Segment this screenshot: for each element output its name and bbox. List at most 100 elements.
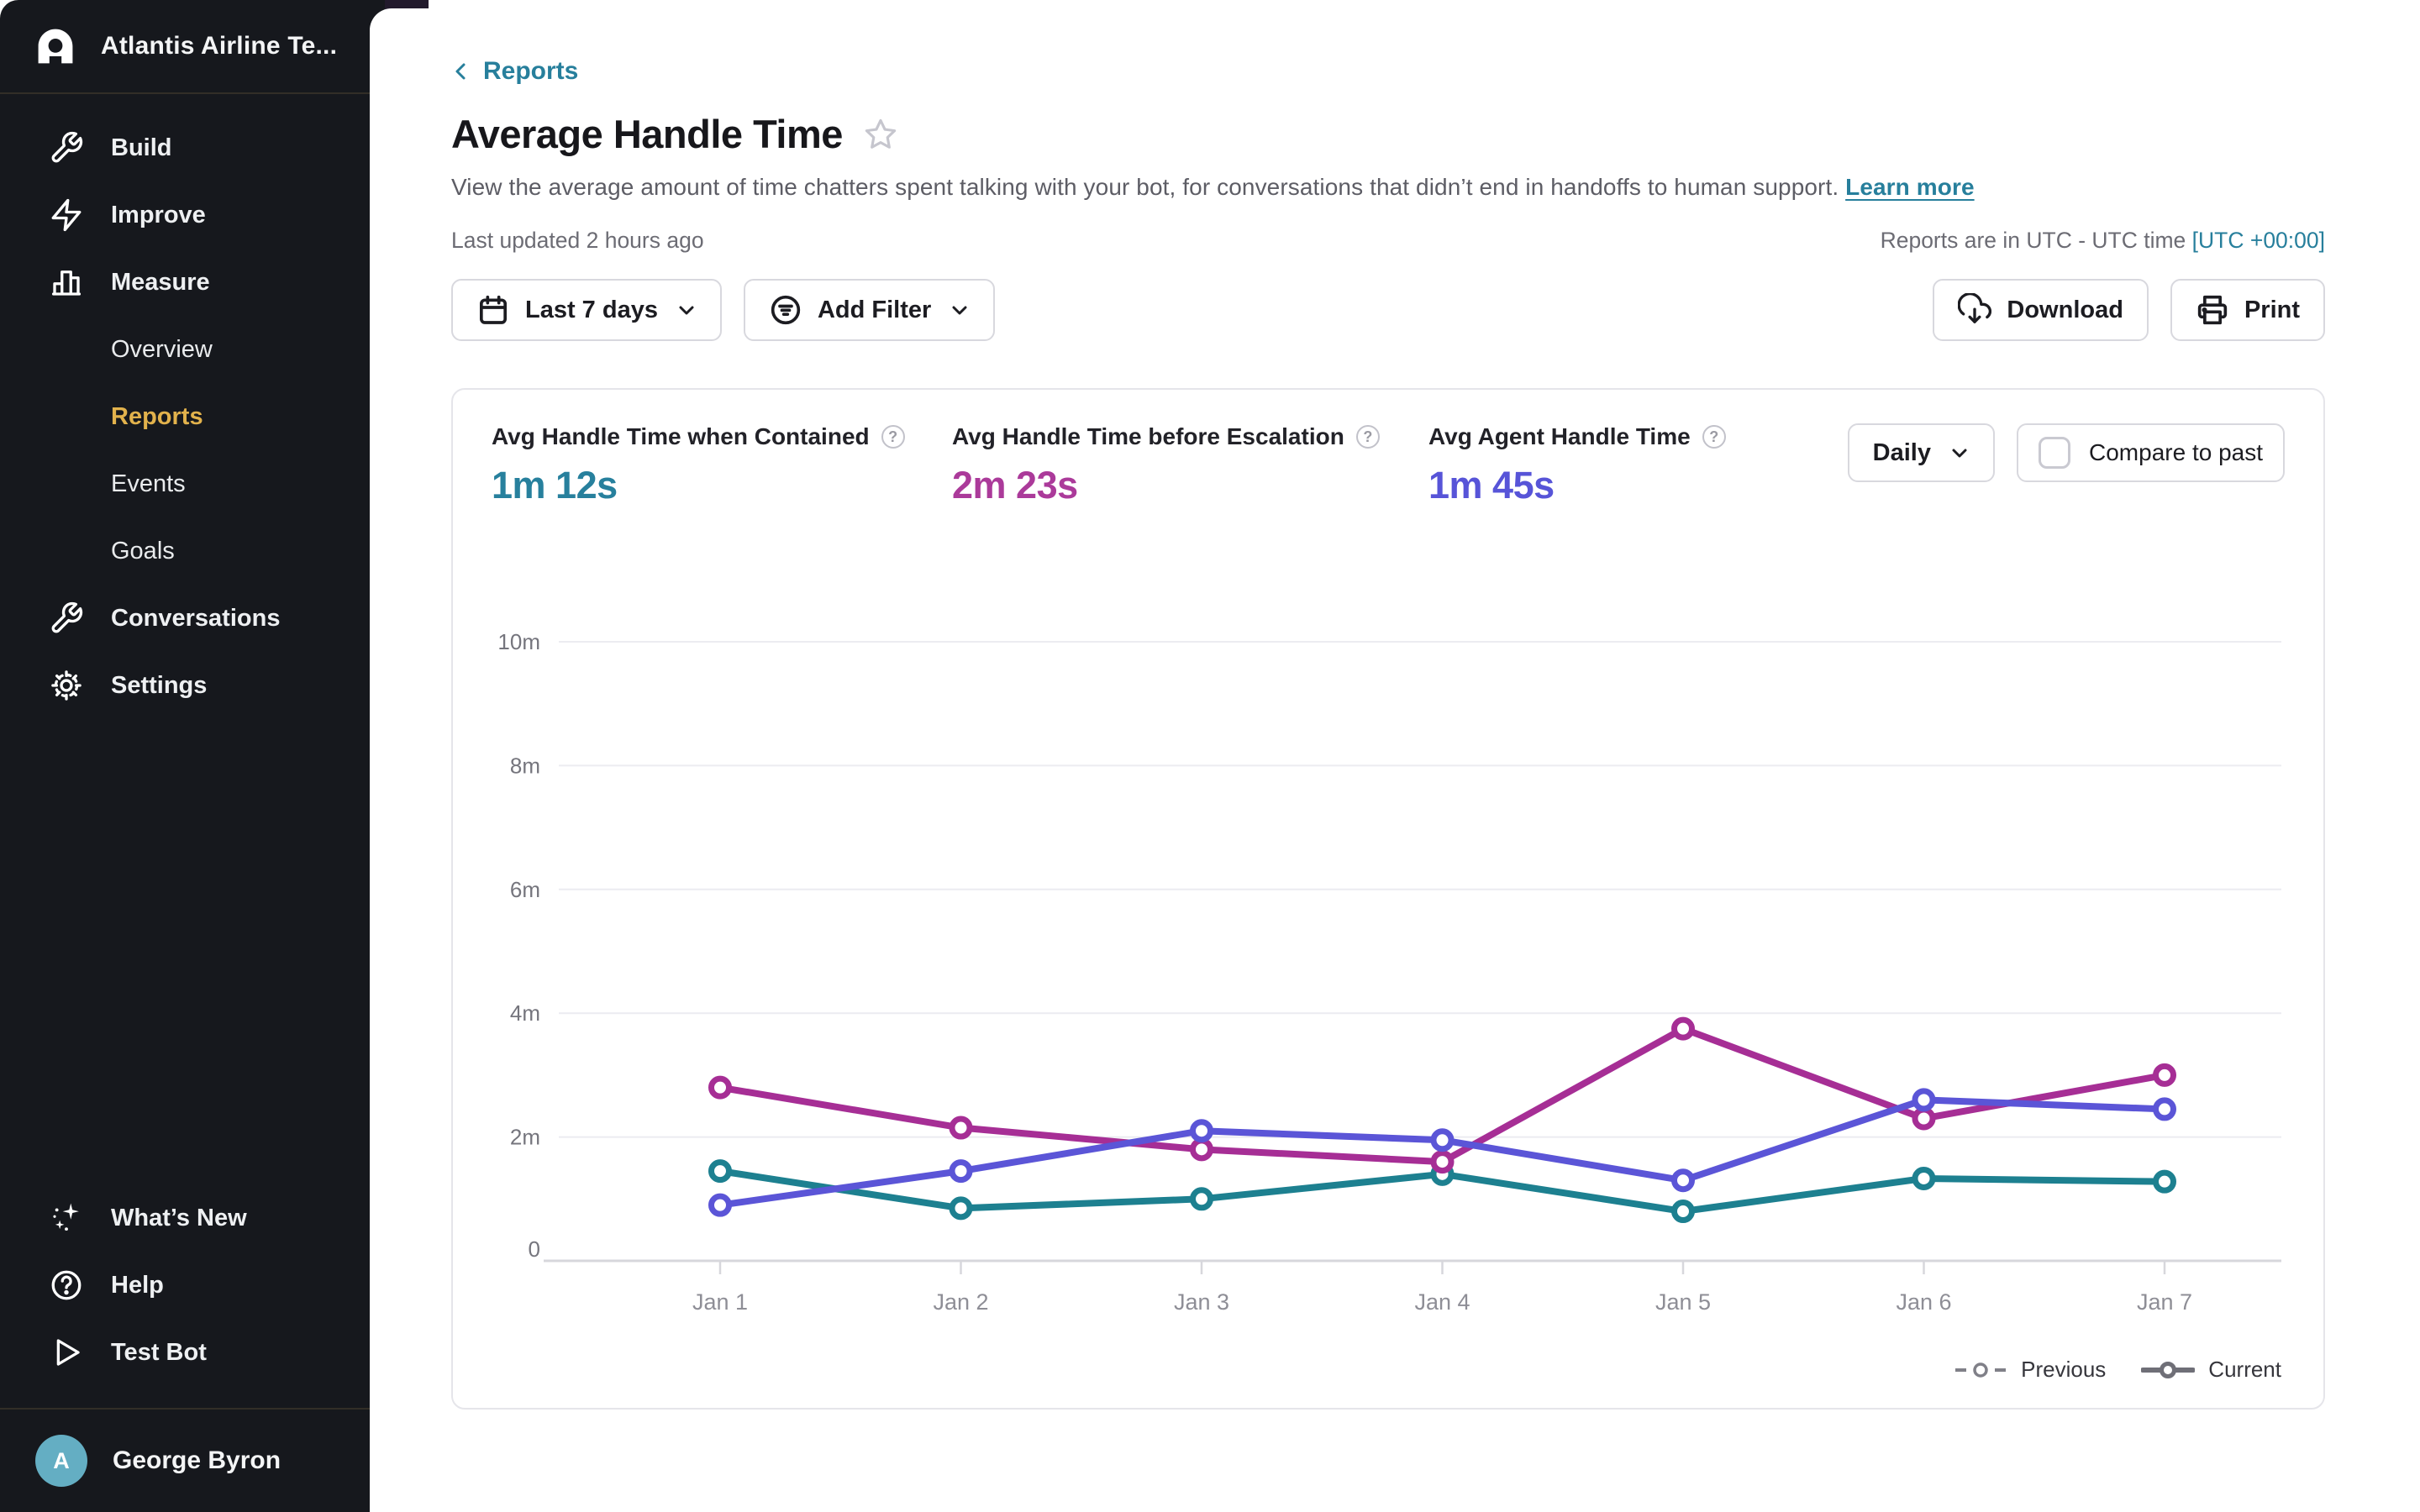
help-circle-icon xyxy=(47,1266,86,1305)
sidebar-footer: What’s New Help Test Bot A George Byron xyxy=(0,1184,385,1512)
interval-select[interactable]: Daily xyxy=(1847,423,1995,482)
print-label: Print xyxy=(2244,296,2300,323)
compare-to-past-toggle[interactable]: Compare to past xyxy=(2017,423,2285,482)
line-chart: 10m 8m 6m 4m 2m 0 Jan 1 Jan 2 Jan 3 Jan 4 Jan 5 Jan… xyxy=(497,629,2281,1315)
help-icon[interactable]: ? xyxy=(1355,425,1380,449)
svg-text:10m: 10m xyxy=(497,629,540,654)
timezone-link[interactable]: [UTC +00:00] xyxy=(2191,228,2325,253)
chevron-left-icon xyxy=(455,63,466,80)
gear-icon xyxy=(47,666,86,705)
stat-value: 1m 12s xyxy=(492,464,618,507)
main-panel: Reports Average Handle Time View the ave… xyxy=(370,8,2420,1512)
workspace-name: Atlantis Airline Te... xyxy=(101,32,338,60)
play-icon xyxy=(47,1333,86,1372)
sidebar-item-label: What’s New xyxy=(111,1204,247,1231)
description-text: View the average amount of time chatters… xyxy=(451,174,1839,200)
svg-text:Jan 5: Jan 5 xyxy=(1655,1289,1711,1315)
interval-label: Daily xyxy=(1872,438,1931,466)
sidebar-item-measure[interactable]: Measure xyxy=(0,249,385,316)
user-name: George Byron xyxy=(113,1446,281,1474)
svg-text:Jan 4: Jan 4 xyxy=(1414,1289,1470,1315)
svg-text:Jan 1: Jan 1 xyxy=(692,1289,748,1315)
chevron-down-icon xyxy=(1952,449,1967,458)
add-filter-button[interactable]: Add Filter xyxy=(743,279,996,341)
stat-value: 1m 45s xyxy=(1428,464,1555,507)
sidebar-nav: Build Improve Measure Overview Reports E… xyxy=(0,94,385,719)
legend-current: Current xyxy=(2141,1357,2281,1383)
back-to-reports-link[interactable]: Reports xyxy=(451,57,578,86)
bar-chart-icon xyxy=(47,263,86,302)
svg-text:0: 0 xyxy=(529,1236,540,1262)
print-button[interactable]: Print xyxy=(2170,279,2325,341)
sidebar-item-label: Build xyxy=(111,134,172,161)
sidebar-item-improve[interactable]: Improve xyxy=(0,181,385,249)
sidebar-item-help[interactable]: Help xyxy=(0,1252,385,1319)
avatar: A xyxy=(35,1435,87,1487)
legend-label: Current xyxy=(2208,1357,2281,1382)
stat-label: Avg Handle Time before Escalation xyxy=(952,423,1344,449)
svg-text:8m: 8m xyxy=(510,753,540,778)
sidebar-item-whats-new[interactable]: What’s New xyxy=(0,1184,385,1252)
sidebar-item-reports[interactable]: Reports xyxy=(0,383,385,450)
back-link-label: Reports xyxy=(483,57,579,85)
sidebar: Atlantis Airline Te... Build Improve Mea… xyxy=(0,0,385,1512)
report-card: Avg Handle Time when Contained ? 1m 12s … xyxy=(451,388,2325,1410)
help-icon[interactable]: ? xyxy=(1702,425,1726,449)
stat-contained: Avg Handle Time when Contained ? 1m 12s xyxy=(492,423,952,507)
learn-more-link[interactable]: Learn more xyxy=(1845,174,1975,200)
sparkles-icon xyxy=(47,1199,86,1237)
svg-text:2m: 2m xyxy=(510,1125,540,1150)
sidebar-item-events[interactable]: Events xyxy=(0,450,385,517)
sidebar-item-label: Overview xyxy=(111,335,213,363)
compare-checkbox[interactable] xyxy=(2039,437,2070,469)
printer-icon xyxy=(2197,295,2228,325)
help-icon[interactable]: ? xyxy=(881,425,905,449)
sidebar-item-test-bot[interactable]: Test Bot xyxy=(0,1319,385,1386)
download-cloud-icon xyxy=(1958,293,1992,323)
sidebar-divider xyxy=(0,1408,385,1410)
ada-logo-icon xyxy=(38,29,73,64)
sidebar-item-label: Measure xyxy=(111,268,210,296)
stat-label: Avg Agent Handle Time xyxy=(1428,423,1691,449)
timezone-text: Reports are in UTC - UTC time xyxy=(1880,228,2186,253)
svg-text:Jan 2: Jan 2 xyxy=(933,1289,988,1315)
sidebar-item-goals[interactable]: Goals xyxy=(0,517,385,585)
lightning-icon xyxy=(47,196,86,234)
last-updated-text: Last updated 2 hours ago xyxy=(451,228,704,253)
sidebar-item-label: Conversations xyxy=(111,604,281,632)
download-label: Download xyxy=(2007,296,2123,323)
user-menu[interactable]: A George Byron xyxy=(0,1410,385,1512)
stat-value: 2m 23s xyxy=(952,464,1078,507)
page-title: Average Handle Time xyxy=(451,112,843,156)
sidebar-item-build[interactable]: Build xyxy=(0,114,385,181)
sidebar-item-settings[interactable]: Settings xyxy=(0,652,385,719)
sidebar-item-label: Help xyxy=(111,1271,164,1299)
page-description: View the average amount of time chatters… xyxy=(451,174,2325,201)
stat-escalation: Avg Handle Time before Escalation ? 2m 2… xyxy=(952,423,1428,507)
favorite-star-icon[interactable] xyxy=(863,117,898,152)
sidebar-item-label: Goals xyxy=(111,537,175,564)
sidebar-item-label: Settings xyxy=(111,671,208,699)
legend-previous: Previous xyxy=(1954,1357,2106,1383)
svg-text:Jan 3: Jan 3 xyxy=(1174,1289,1229,1315)
sidebar-item-label: Events xyxy=(111,470,186,497)
legend-current-marker-icon xyxy=(2141,1361,2196,1378)
date-range-label: Last 7 days xyxy=(525,296,658,323)
sidebar-item-overview[interactable]: Overview xyxy=(0,316,385,383)
timezone-note: Reports are in UTC - UTC time [UTC +00:0… xyxy=(1881,228,2325,254)
chart-legend: Previous Current xyxy=(1954,1357,2281,1383)
svg-text:6m: 6m xyxy=(510,877,540,902)
wrench-icon xyxy=(47,599,86,638)
calendar-icon xyxy=(480,295,507,324)
handle-time-chart: 10m 8m 6m 4m 2m 0 Jan 1 Jan 2 Jan 3 Jan 4 Jan 5 Jan… xyxy=(492,583,2285,1331)
date-range-button[interactable]: Last 7 days xyxy=(451,279,722,341)
chevron-down-icon xyxy=(952,306,967,315)
wrench-icon xyxy=(47,129,86,167)
add-filter-label: Add Filter xyxy=(817,296,932,323)
sidebar-item-label: Improve xyxy=(111,201,206,228)
legend-previous-marker-icon xyxy=(1955,1362,2007,1378)
legend-label: Previous xyxy=(2021,1357,2107,1382)
workspace-header[interactable]: Atlantis Airline Te... xyxy=(0,0,385,94)
download-button[interactable]: Download xyxy=(1933,279,2149,341)
sidebar-item-conversations[interactable]: Conversations xyxy=(0,585,385,652)
